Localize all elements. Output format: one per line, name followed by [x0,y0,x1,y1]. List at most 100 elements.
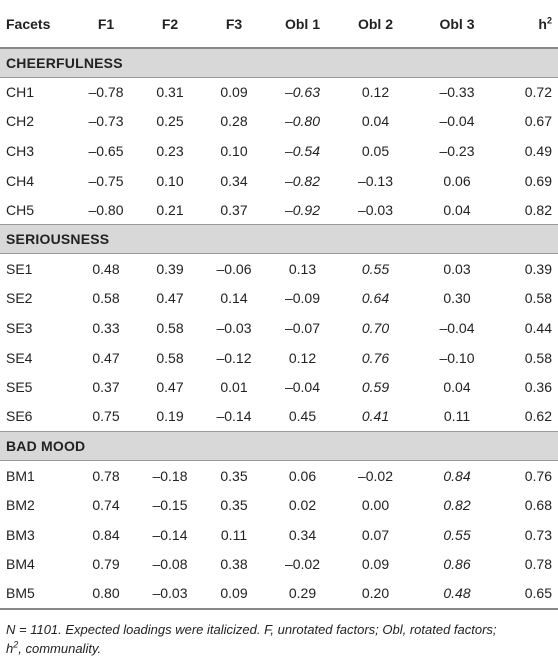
facet-cell: BM5 [0,578,74,610]
obl3-cell: 0.03 [443,261,471,278]
obl2-cell: –0.13 [357,172,394,189]
section-header-row: SERIOUSNESS [0,224,558,255]
obl1-cell: –0.92 [284,201,321,218]
f2-cell: –0.03 [138,578,202,610]
f1-cell: –0.80 [88,201,124,218]
facet-cell: CH1 [6,84,35,101]
facet-cell: SE5 [6,379,33,396]
f3-cell: –0.12 [216,349,252,366]
table-row: BM2 0.74 –0.15 0.35 0.02 0.00 0.82 0.68 [0,490,558,520]
section-header-row: BAD MOOD [0,431,558,462]
obl3-cell: 0.06 [443,172,471,189]
f2-cell: 0.39 [156,261,184,278]
table-row: SE4 0.47 0.58 –0.12 0.12 0.76 –0.10 0.58 [0,343,558,373]
obl3-cell: 0.48 [412,578,502,610]
f3-cell: –0.03 [216,319,252,336]
f3-cell: 0.10 [220,142,248,159]
f1-cell: 0.58 [92,290,120,307]
f2-cell: 0.58 [156,349,184,366]
obl1-cell: 0.02 [288,496,317,513]
obl2-cell: 0.64 [361,290,390,307]
section-title: CHEERFULNESS [0,47,558,78]
obl2-cell: 0.59 [361,379,390,396]
f1-cell: 0.79 [92,556,120,573]
f3-cell: 0.14 [220,290,248,307]
facet-cell: CH4 [6,172,35,189]
header-f3: F3 [202,0,266,49]
obl1-cell: –0.82 [284,172,321,189]
h2-cell: 0.68 [524,496,552,513]
h2-cell: 0.49 [524,142,552,159]
obl1-cell: –0.04 [284,379,321,396]
table-row: BM1 0.78 –0.18 0.35 0.06 –0.02 0.84 0.76 [0,461,558,491]
table-row: BM4 0.79 –0.08 0.38 –0.02 0.09 0.86 0.78 [0,549,558,579]
table-body: CHEERFULNESS CH1 –0.78 0.31 0.09 –0.63 0.12 –0.… [0,47,558,610]
table-row: CH2 –0.73 0.25 0.28 –0.80 0.04 –0.04 0.67 [0,107,558,137]
f2-cell: 0.47 [156,379,184,396]
obl1-cell: –0.63 [284,84,321,101]
table-note: N = 1101. Expected loadings were italici… [0,610,558,658]
facet-cell: SE3 [6,319,33,336]
header-facets: Facets [0,0,74,49]
obl3-cell: –0.10 [439,349,475,366]
obl3-cell: 0.04 [443,201,471,218]
obl1-cell: 0.45 [288,408,317,425]
h2-cell: 0.72 [524,84,552,101]
header-row: Facets F1 F2 F3 Obl 1 Obl 2 Obl 3 h2 [0,0,558,49]
obl3-cell: –0.04 [439,319,475,336]
obl2-cell: 0.05 [361,142,390,159]
h2-cell: 0.62 [524,408,552,425]
f3-cell: 0.37 [220,201,248,218]
f3-cell: 0.09 [220,84,248,101]
f2-cell: 0.23 [156,142,184,159]
h2-cell: 0.44 [524,319,552,336]
factor-loadings-table: Facets F1 F2 F3 Obl 1 Obl 2 Obl 3 h2 CHE… [0,0,558,610]
header-communality: h2 [502,0,558,49]
f2-cell: –0.15 [152,496,188,513]
section-title: BAD MOOD [0,431,558,462]
f1-cell: 0.37 [92,379,120,396]
f1-cell: 0.48 [92,261,120,278]
table-row: SE5 0.37 0.47 0.01 –0.04 0.59 0.04 0.36 [0,372,558,402]
h2-cell: 0.39 [524,261,552,278]
table-row: CH4 –0.75 0.10 0.34 –0.82 –0.13 0.06 0.69 [0,166,558,196]
h2-cell: 0.78 [524,556,552,573]
obl1-cell: –0.02 [284,556,321,573]
h2-cell: 0.73 [524,526,552,543]
f1-cell: –0.73 [88,113,124,130]
facet-cell: CH3 [6,142,35,159]
f3-cell: 0.01 [220,379,248,396]
facet-cell: SE6 [6,408,33,425]
obl2-cell: 0.07 [361,526,390,543]
table-row: SE2 0.58 0.47 0.14 –0.09 0.64 0.30 0.58 [0,284,558,314]
f2-cell: 0.31 [156,84,184,101]
obl3-cell: –0.33 [439,84,475,101]
h2-cell: 0.69 [524,172,552,189]
f1-cell: 0.80 [74,578,138,610]
obl2-cell: 0.76 [361,349,390,366]
f3-cell: 0.35 [220,496,248,513]
obl1-cell: –0.07 [284,319,321,336]
obl3-cell: 0.30 [443,290,471,307]
f1-cell: 0.75 [92,408,120,425]
obl3-cell: –0.04 [439,113,475,130]
f2-cell: 0.10 [156,172,184,189]
h2-cell: 0.36 [524,379,552,396]
facet-cell: BM2 [6,496,35,513]
header-f1: F1 [74,0,138,49]
facet-cell: SE4 [6,349,33,366]
obl2-cell: 0.55 [361,261,390,278]
section-title: SERIOUSNESS [0,224,558,255]
f3-cell: 0.35 [220,467,248,484]
facet-cell: BM4 [6,556,35,573]
h2-cell: 0.58 [524,349,552,366]
f2-cell: –0.14 [152,526,188,543]
f2-cell: 0.58 [156,319,184,336]
f1-cell: 0.47 [92,349,120,366]
f3-cell: 0.28 [220,113,248,130]
facet-cell: SE2 [6,290,33,307]
obl2-cell: 0.04 [361,113,390,130]
f3-cell: 0.34 [220,172,248,189]
obl1-cell: –0.09 [284,290,321,307]
header-obl2: Obl 2 [339,0,412,49]
